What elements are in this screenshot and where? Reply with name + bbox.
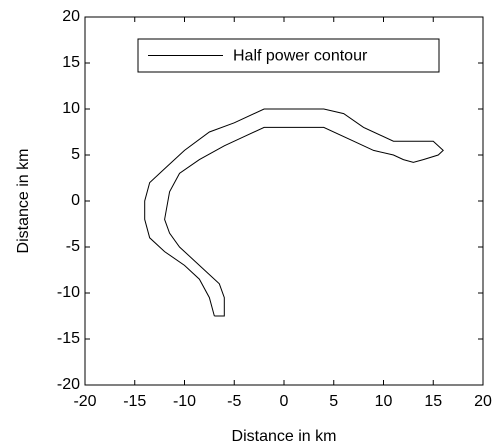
y-tick-label: 0 xyxy=(71,192,80,209)
x-tick-label: 10 xyxy=(375,393,393,410)
x-axis-label: Distance in km xyxy=(232,428,337,445)
y-tick-label: -15 xyxy=(57,330,80,347)
x-tick-label: -20 xyxy=(73,393,96,410)
x-tick-label: 0 xyxy=(280,393,289,410)
y-axis-label: Distance in km xyxy=(15,149,32,254)
x-tick-label: -10 xyxy=(173,393,196,410)
x-tick-label: 15 xyxy=(424,393,442,410)
y-tick-label: -10 xyxy=(57,284,80,301)
y-tick-label: 5 xyxy=(71,146,80,163)
y-tick-label: -20 xyxy=(57,376,80,393)
y-tick-label: 20 xyxy=(62,8,80,25)
y-tick-label: 10 xyxy=(62,100,80,117)
x-tick-label: -5 xyxy=(227,393,241,410)
x-tick-label: 5 xyxy=(329,393,338,410)
contour-line xyxy=(144,108,444,317)
y-tick-label: -5 xyxy=(66,238,80,255)
x-tick-label: -15 xyxy=(123,393,146,410)
x-tick-label: 20 xyxy=(474,393,492,410)
legend-label: Half power contour xyxy=(233,48,368,65)
y-tick-label: 15 xyxy=(62,54,80,71)
